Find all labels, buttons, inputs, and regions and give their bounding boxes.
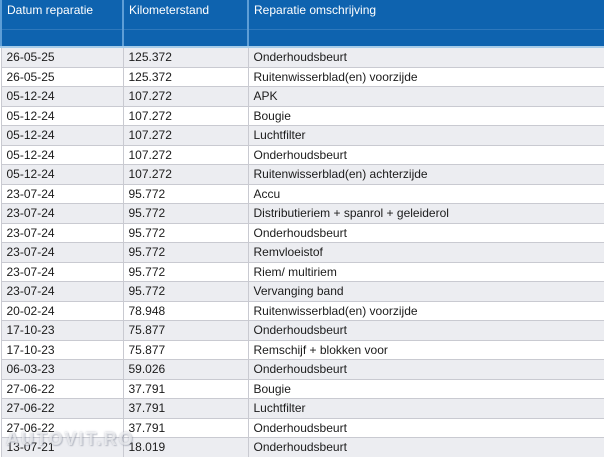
cell-reparatie-omschrijving: Remschijf + blokken voor bbox=[247, 339, 604, 360]
header-spacer-cell bbox=[0, 29, 123, 48]
cell-reparatie-omschrijving: Luchtfilter bbox=[247, 125, 604, 145]
header-spacer-cell bbox=[247, 29, 604, 48]
cell-reparatie-omschrijving: Onderhoudsbeurt bbox=[247, 320, 604, 340]
column-header-reparatie-omschrijving: Reparatie omschrijving bbox=[247, 0, 604, 30]
table-row: 05-12-24 107.272 APK bbox=[0, 86, 604, 106]
cell-datum-reparatie: 23-07-24 bbox=[0, 183, 123, 204]
cell-kilometerstand: 37.791 bbox=[122, 417, 248, 438]
cell-reparatie-omschrijving: Ruitenwisserblad(en) achterzijde bbox=[247, 164, 604, 184]
header-spacer-cell bbox=[122, 29, 248, 48]
cell-kilometerstand: 75.877 bbox=[122, 320, 248, 340]
table-row: 05-12-24 107.272 Bougie bbox=[0, 105, 604, 126]
cell-reparatie-omschrijving: Accu bbox=[247, 183, 604, 204]
cell-kilometerstand: 95.772 bbox=[122, 261, 248, 282]
cell-kilometerstand: 18.019 bbox=[122, 437, 248, 457]
cell-kilometerstand: 125.372 bbox=[122, 66, 248, 87]
cell-kilometerstand: 95.772 bbox=[122, 203, 248, 223]
cell-kilometerstand: 95.772 bbox=[122, 183, 248, 204]
cell-datum-reparatie: 06-03-23 bbox=[0, 359, 123, 379]
cell-kilometerstand: 37.791 bbox=[122, 378, 248, 399]
column-header-kilometerstand: Kilometerstand bbox=[122, 0, 248, 30]
cell-reparatie-omschrijving: Onderhoudsbeurt bbox=[247, 144, 604, 165]
table-row: 23-07-24 95.772 Remvloeistof bbox=[0, 242, 604, 262]
cell-reparatie-omschrijving: Onderhoudsbeurt bbox=[247, 417, 604, 438]
cell-kilometerstand: 37.791 bbox=[122, 398, 248, 418]
cell-reparatie-omschrijving: Onderhoudsbeurt bbox=[247, 359, 604, 379]
cell-reparatie-omschrijving: Bougie bbox=[247, 105, 604, 126]
cell-datum-reparatie: 05-12-24 bbox=[0, 164, 123, 184]
table-row: 27-06-22 37.791 Luchtfilter bbox=[0, 398, 604, 418]
table-row: 05-12-24 107.272 Onderhoudsbeurt bbox=[0, 144, 604, 165]
table-row: 23-07-24 95.772 Onderhoudsbeurt bbox=[0, 222, 604, 243]
cell-reparatie-omschrijving: Distributieriem + spanrol + geleiderol bbox=[247, 203, 604, 223]
table-row: 23-07-24 95.772 Accu bbox=[0, 183, 604, 204]
cell-reparatie-omschrijving: Bougie bbox=[247, 378, 604, 399]
table-row: 06-03-23 59.026 Onderhoudsbeurt bbox=[0, 359, 604, 379]
cell-datum-reparatie: 17-10-23 bbox=[0, 339, 123, 360]
cell-kilometerstand: 95.772 bbox=[122, 222, 248, 243]
cell-reparatie-omschrijving: Ruitenwisserblad(en) voorzijde bbox=[247, 300, 604, 321]
cell-kilometerstand: 59.026 bbox=[122, 359, 248, 379]
cell-kilometerstand: 107.272 bbox=[122, 86, 248, 106]
cell-datum-reparatie: 13-07-21 bbox=[0, 437, 123, 457]
table-row: 26-05-25 125.372 Onderhoudsbeurt bbox=[0, 46, 604, 67]
table-row: 05-12-24 107.272 Luchtfilter bbox=[0, 125, 604, 145]
table-row: 23-07-24 95.772 Riem/ multiriem bbox=[0, 261, 604, 282]
cell-kilometerstand: 95.772 bbox=[122, 242, 248, 262]
cell-reparatie-omschrijving: Ruitenwisserblad(en) voorzijde bbox=[247, 66, 604, 87]
cell-kilometerstand: 125.372 bbox=[122, 46, 248, 67]
cell-datum-reparatie: 05-12-24 bbox=[0, 105, 123, 126]
table-row: 17-10-23 75.877 Onderhoudsbeurt bbox=[0, 320, 604, 340]
cell-datum-reparatie: 27-06-22 bbox=[0, 417, 123, 438]
cell-reparatie-omschrijving: APK bbox=[247, 86, 604, 106]
table-row: 20-02-24 78.948 Ruitenwisserblad(en) voo… bbox=[0, 300, 604, 321]
cell-datum-reparatie: 05-12-24 bbox=[0, 144, 123, 165]
table-row: 27-06-22 37.791 Onderhoudsbeurt bbox=[0, 417, 604, 438]
cell-datum-reparatie: 26-05-25 bbox=[0, 46, 123, 67]
cell-reparatie-omschrijving: Onderhoudsbeurt bbox=[247, 222, 604, 243]
cell-datum-reparatie: 05-12-24 bbox=[0, 86, 123, 106]
cell-reparatie-omschrijving: Onderhoudsbeurt bbox=[247, 46, 604, 67]
cell-reparatie-omschrijving: Onderhoudsbeurt bbox=[247, 437, 604, 457]
cell-reparatie-omschrijving: Riem/ multiriem bbox=[247, 261, 604, 282]
cell-datum-reparatie: 05-12-24 bbox=[0, 125, 123, 145]
cell-datum-reparatie: 20-02-24 bbox=[0, 300, 123, 321]
cell-reparatie-omschrijving: Remvloeistof bbox=[247, 242, 604, 262]
cell-datum-reparatie: 23-07-24 bbox=[0, 222, 123, 243]
cell-datum-reparatie: 23-07-24 bbox=[0, 261, 123, 282]
table-row: 23-07-24 95.772 Distributieriem + spanro… bbox=[0, 203, 604, 223]
table-row: 26-05-25 125.372 Ruitenwisserblad(en) vo… bbox=[0, 66, 604, 87]
cell-datum-reparatie: 17-10-23 bbox=[0, 320, 123, 340]
cell-kilometerstand: 75.877 bbox=[122, 339, 248, 360]
cell-reparatie-omschrijving: Luchtfilter bbox=[247, 398, 604, 418]
table-header: Datum reparatie Kilometerstand Reparatie… bbox=[0, 0, 604, 48]
table-row: 13-07-21 18.019 Onderhoudsbeurt bbox=[0, 437, 604, 457]
cell-datum-reparatie: 27-06-22 bbox=[0, 378, 123, 399]
cell-datum-reparatie: 23-07-24 bbox=[0, 242, 123, 262]
cell-reparatie-omschrijving: Vervanging band bbox=[247, 281, 604, 301]
cell-kilometerstand: 95.772 bbox=[122, 281, 248, 301]
table-body: 26-05-25 125.372 Onderhoudsbeurt 26-05-2… bbox=[0, 46, 604, 457]
cell-kilometerstand: 107.272 bbox=[122, 144, 248, 165]
cell-kilometerstand: 107.272 bbox=[122, 125, 248, 145]
cell-datum-reparatie: 23-07-24 bbox=[0, 281, 123, 301]
table-row: 17-10-23 75.877 Remschijf + blokken voor bbox=[0, 339, 604, 360]
table-row: 23-07-24 95.772 Vervanging band bbox=[0, 281, 604, 301]
column-header-datum-reparatie: Datum reparatie bbox=[0, 0, 123, 30]
table-row: 27-06-22 37.791 Bougie bbox=[0, 378, 604, 399]
cell-datum-reparatie: 27-06-22 bbox=[0, 398, 123, 418]
table-row: 05-12-24 107.272 Ruitenwisserblad(en) ac… bbox=[0, 164, 604, 184]
cell-datum-reparatie: 26-05-25 bbox=[0, 66, 123, 87]
header-spacer-row bbox=[0, 29, 604, 48]
cell-datum-reparatie: 23-07-24 bbox=[0, 203, 123, 223]
header-row: Datum reparatie Kilometerstand Reparatie… bbox=[0, 0, 604, 30]
cell-kilometerstand: 107.272 bbox=[122, 164, 248, 184]
cell-kilometerstand: 78.948 bbox=[122, 300, 248, 321]
cell-kilometerstand: 107.272 bbox=[122, 105, 248, 126]
